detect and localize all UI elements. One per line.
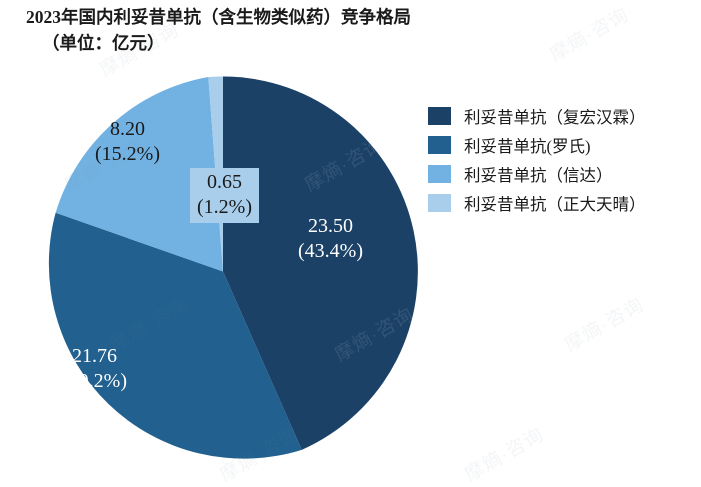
pie-label-luoshi: 21.76 (40.2%) bbox=[62, 344, 127, 394]
pie-label-percent: (43.4%) bbox=[298, 240, 363, 262]
watermark-text: 摩熵·咨询 bbox=[561, 294, 648, 357]
pie-slice-xinda[interactable] bbox=[55, 77, 224, 272]
legend-item-zhengdatianqing[interactable]: 利妥昔单抗（正大天晴） bbox=[428, 188, 646, 217]
legend-item-label: 利妥昔单抗（复宏汉霖） bbox=[464, 107, 646, 127]
pie-label-percent: (1.2%) bbox=[197, 196, 252, 218]
legend-item-label: 利妥昔单抗（正大天晴） bbox=[464, 194, 646, 214]
chart-title: 2023年国内利妥昔单抗（含生物类似药）竞争格局 （单位：亿元） bbox=[26, 4, 411, 56]
pie-slice-fuhonghanlin[interactable] bbox=[223, 76, 418, 450]
legend-swatch-icon bbox=[428, 135, 451, 154]
pie-label-value: 21.76 bbox=[71, 345, 117, 367]
pie-label-value: 0.65 bbox=[206, 171, 242, 193]
watermark-text: 摩熵·咨询 bbox=[461, 424, 548, 487]
chart-title-line-1: 2023年国内利妥昔单抗（含生物类似药）竞争格局 bbox=[26, 7, 411, 27]
pie-chart bbox=[28, 76, 418, 467]
legend-item-luoshi[interactable]: 利妥昔单抗(罗氏) bbox=[428, 130, 646, 159]
pie-label-xinda: 8.20 (15.2%) bbox=[95, 117, 160, 167]
legend-item-fuhonghanlin[interactable]: 利妥昔单抗（复宏汉霖） bbox=[428, 101, 646, 130]
chart-title-line-2: （单位：亿元） bbox=[42, 33, 165, 53]
pie-svg bbox=[48, 76, 418, 459]
watermark-text: 摩熵·咨询 bbox=[546, 4, 633, 67]
pie-label-zhengdatianqing: 0.65 (1.2%) bbox=[190, 168, 259, 223]
pie-label-value: 23.50 bbox=[307, 215, 353, 237]
legend-item-label: 利妥昔单抗(罗氏) bbox=[464, 136, 591, 156]
pie-label-fuhonghanlin: 23.50 (43.4%) bbox=[298, 214, 363, 264]
chart-legend: 利妥昔单抗（复宏汉霖） 利妥昔单抗(罗氏) 利妥昔单抗（信达） 利妥昔单抗（正大… bbox=[428, 101, 646, 217]
legend-swatch-icon bbox=[428, 193, 451, 212]
pie-label-percent: (40.2%) bbox=[62, 370, 127, 392]
pie-label-value: 8.20 bbox=[109, 118, 145, 140]
legend-swatch-icon bbox=[428, 106, 451, 125]
legend-swatch-icon bbox=[428, 164, 451, 183]
pie-label-percent: (15.2%) bbox=[95, 143, 160, 165]
legend-item-xinda[interactable]: 利妥昔单抗（信达） bbox=[428, 159, 646, 188]
pie-slice-luoshi[interactable] bbox=[48, 212, 302, 459]
legend-item-label: 利妥昔单抗（信达） bbox=[464, 165, 613, 185]
